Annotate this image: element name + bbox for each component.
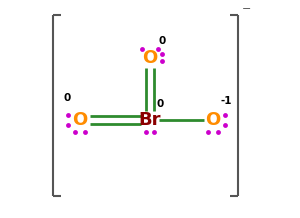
Text: O: O	[206, 111, 221, 129]
Text: −: −	[242, 4, 252, 14]
Text: Br: Br	[139, 111, 161, 129]
Text: O: O	[142, 49, 158, 67]
Text: 0: 0	[64, 93, 71, 103]
Text: 0: 0	[156, 99, 164, 109]
Text: O: O	[73, 111, 88, 129]
Text: 0: 0	[158, 36, 166, 46]
Text: -1: -1	[220, 96, 232, 106]
